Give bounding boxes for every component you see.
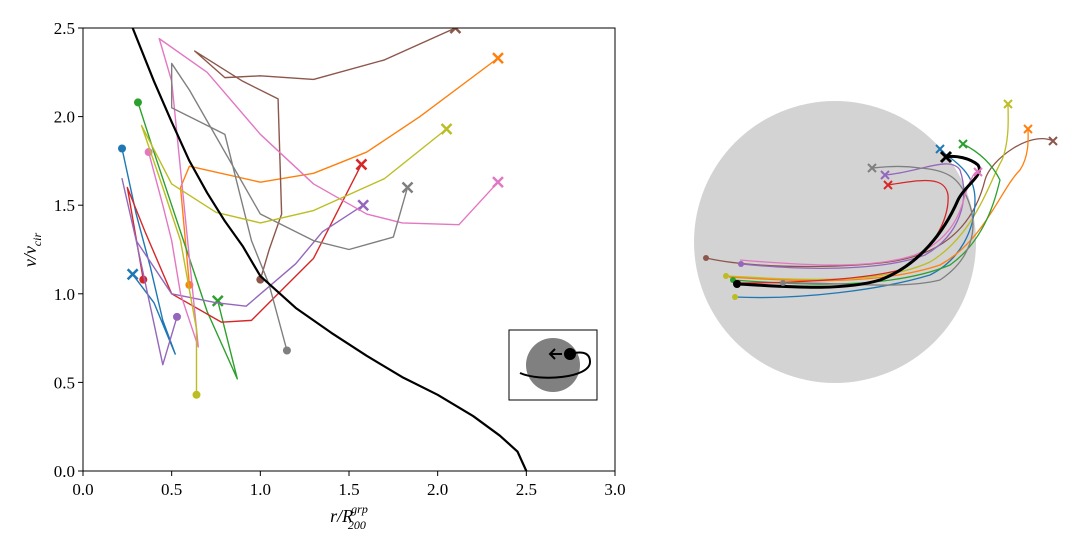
trajectory [121, 177, 364, 366]
x-tick-label: 1.0 [250, 480, 271, 499]
x-tick-label: 2.5 [516, 480, 537, 499]
start-marker [192, 390, 201, 399]
x-tick-label: 2.0 [427, 480, 448, 499]
x-label-superscript: grp [351, 502, 368, 516]
orbit [739, 171, 979, 266]
orbit-end-markers [867, 99, 1058, 190]
x-label-text: r/R [330, 506, 353, 526]
x-tick-label: 1.5 [338, 480, 359, 499]
y-tick-label: 0.0 [54, 462, 75, 481]
y-tick-label: 0.5 [54, 373, 75, 392]
plot-area [118, 28, 528, 471]
x-tick-label: 3.0 [604, 480, 625, 499]
y-tick-label: 2.5 [54, 19, 75, 38]
y-axis-label: v/vcir [20, 233, 44, 268]
start-marker [172, 312, 181, 321]
y-label-text: v/v [20, 246, 40, 267]
inset-group [526, 338, 580, 392]
inset-arrow [548, 348, 562, 360]
y-tick-label: 2.0 [54, 108, 75, 127]
y-tick-label: 1.5 [54, 196, 75, 215]
start-marker [282, 346, 291, 355]
trajectory [194, 28, 456, 280]
end-marker [401, 181, 414, 194]
end-marker [440, 123, 453, 135]
end-marker [355, 158, 368, 171]
trajectory [170, 62, 409, 351]
x-tick-label: 0.5 [161, 480, 182, 499]
orbit [734, 149, 976, 299]
start-marker [118, 144, 127, 153]
y-label-subscript: cir [30, 233, 44, 247]
trajectory [147, 37, 499, 348]
orbit [782, 165, 974, 286]
end-marker [357, 199, 370, 212]
inset-orbit [519, 351, 592, 379]
escape-curve [131, 28, 528, 471]
trajectory [140, 124, 447, 395]
orbit [725, 103, 1009, 281]
end-marker [449, 28, 462, 34]
x-tick-label: 0.0 [72, 480, 93, 499]
y-tick-label: 1.0 [54, 285, 75, 304]
trajectory [126, 164, 363, 323]
trajectory [179, 57, 499, 286]
start-marker [133, 98, 142, 107]
x-label-subscript: 200 [348, 518, 366, 532]
x-axis-label: r/Rgrp 200 [330, 502, 368, 532]
orbit [740, 163, 965, 269]
end-marker [492, 52, 504, 65]
inset-galaxy [564, 348, 576, 360]
inset-icon [508, 329, 598, 401]
end-marker [126, 268, 139, 281]
trajectory [121, 148, 176, 355]
orbit-diagram [694, 99, 1058, 383]
orbit-start-markers [703, 255, 786, 300]
trajectory [137, 102, 238, 380]
end-marker [492, 176, 504, 189]
orbit-highlight [736, 154, 981, 289]
end-marker [211, 295, 224, 307]
